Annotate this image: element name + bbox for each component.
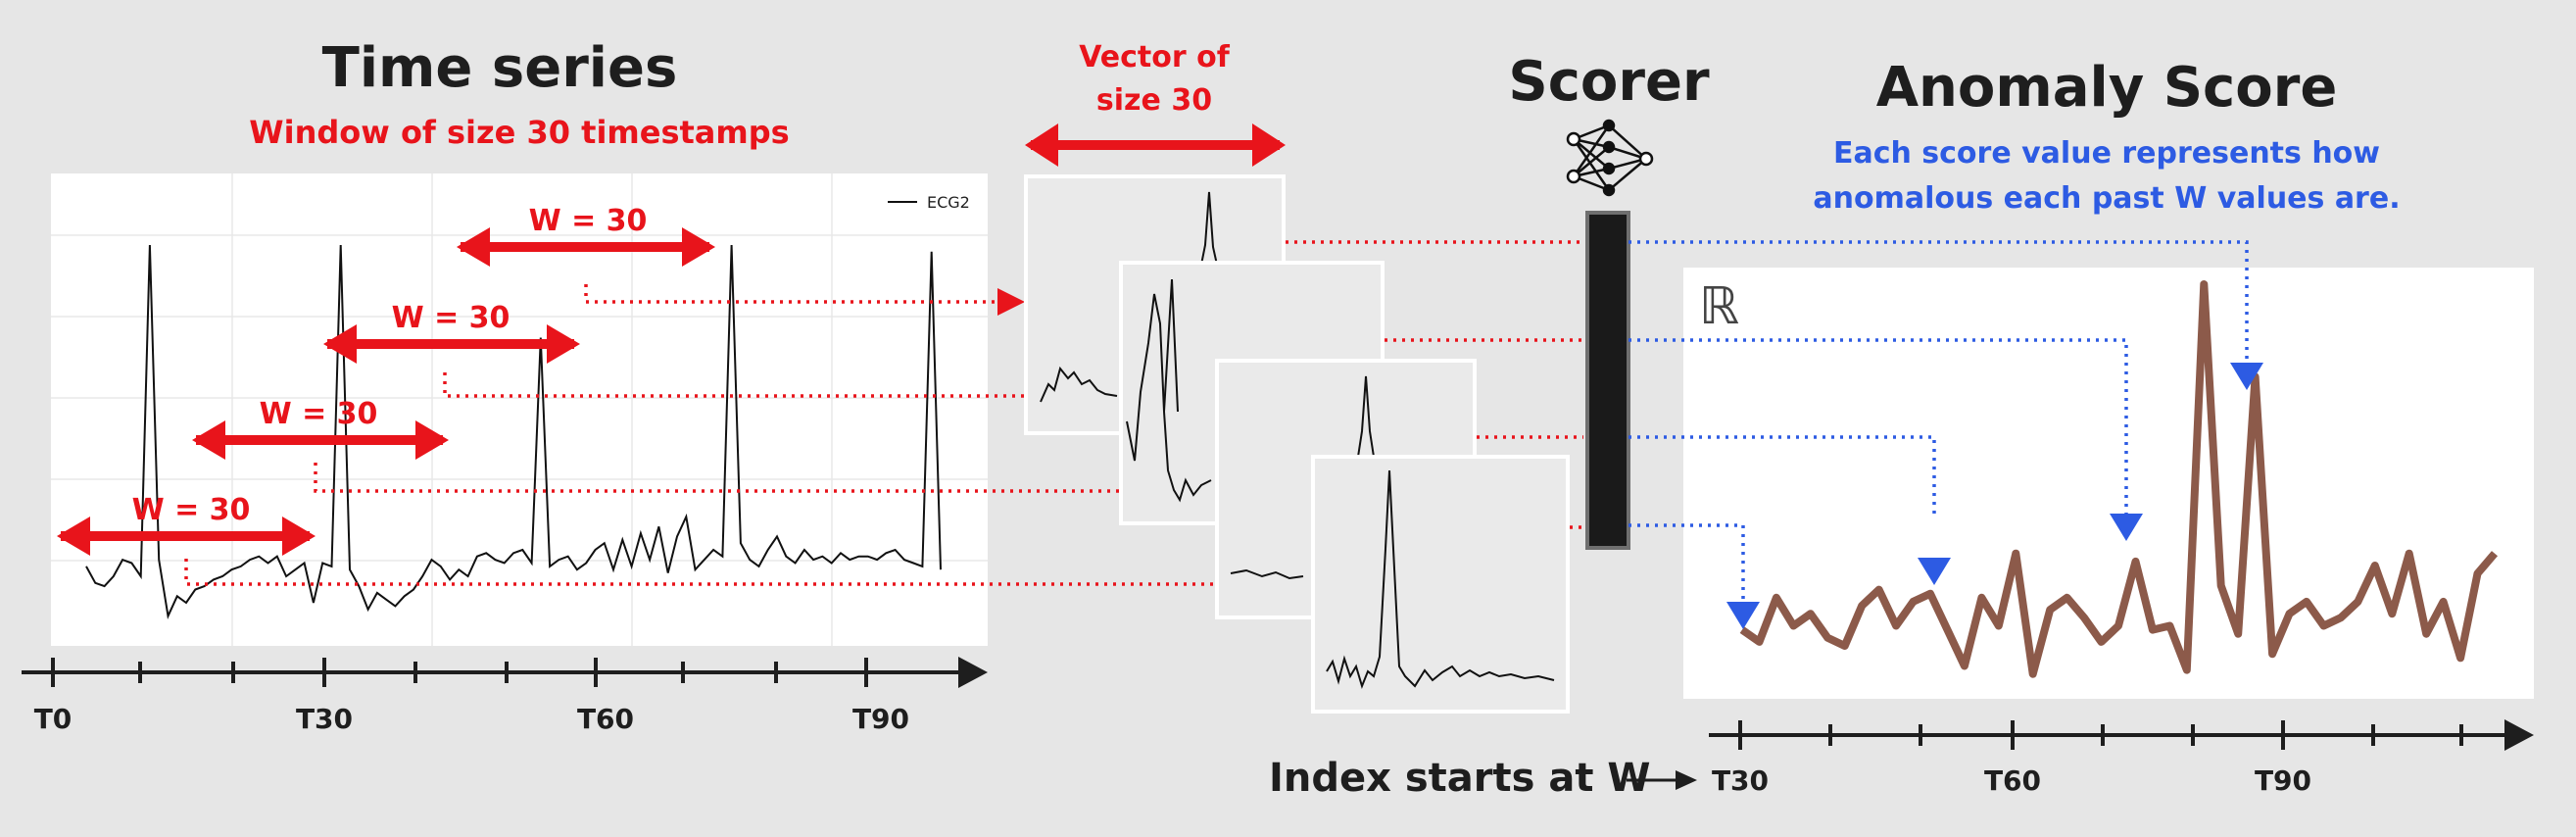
neural-network-icon [1566,119,1654,197]
ecg-chart: ECG2 [51,173,988,646]
time-series-title: Time series [322,36,678,100]
left-tick-t0: T0 [34,703,73,735]
vector-card-3-signal [1230,568,1304,580]
right-tick-t90: T90 [2255,764,2311,797]
vector-size-arrow [1025,123,1286,167]
window-label-1: W = 30 [132,493,251,527]
scorer-title: Scorer [1508,50,1710,114]
left-tick-t60: T60 [577,703,634,735]
left-time-axis: T0 T30 T60 T90 [22,657,988,735]
window-subtitle: Window of size 30 timestamps [249,114,789,151]
right-time-axis: T30 T60 T90 [1709,719,2534,797]
window-to-vector-connectors [184,284,1287,586]
window-arrow-1: W = 30 [57,493,316,556]
right-tick-t30: T30 [1712,764,1769,797]
score-series-line [1739,280,2499,678]
left-tick-t90: T90 [852,703,909,735]
window-label-4: W = 30 [529,204,648,238]
index-note: Index starts at W [1269,756,1651,801]
vector-card-4 [1311,455,1570,714]
window-arrow-2: W = 30 [192,397,449,460]
vector-card-4-signal [1326,469,1555,690]
vector-title-line1: Vector of [1079,40,1231,74]
scorer-bar [1585,211,1630,550]
score-arrowheads [1726,363,2263,629]
reals-symbol: ℝ [1699,277,1739,336]
ecg-legend: ECG2 [888,193,970,212]
ecg-legend-label: ECG2 [927,193,970,212]
vector-to-scorer-connectors [1286,240,1583,529]
right-tick-t60: T60 [1984,764,2041,797]
anomaly-desc-line1: Each score value represents how [1833,136,2380,171]
vector-card-2-signal [1126,293,1212,503]
index-note-arrow [1627,770,1697,790]
left-tick-t30: T30 [296,703,353,735]
anomaly-score-title: Anomaly Score [1876,56,2338,120]
vector-card-1-signal [1040,366,1118,403]
ecg-series-line [85,244,942,620]
score-chart: ℝ [1683,268,2534,699]
window-arrow-3: W = 30 [323,301,580,364]
window-label-3: W = 30 [392,301,510,335]
window-arrow-4: W = 30 [457,204,715,267]
anomaly-desc-line2: anomalous each past W values are. [1813,181,2400,216]
vector-title-line2: size 30 [1096,83,1212,118]
window-label-2: W = 30 [260,397,378,431]
scorer-to-score-connectors [1628,240,2249,602]
ecg-gridlines [51,173,988,646]
